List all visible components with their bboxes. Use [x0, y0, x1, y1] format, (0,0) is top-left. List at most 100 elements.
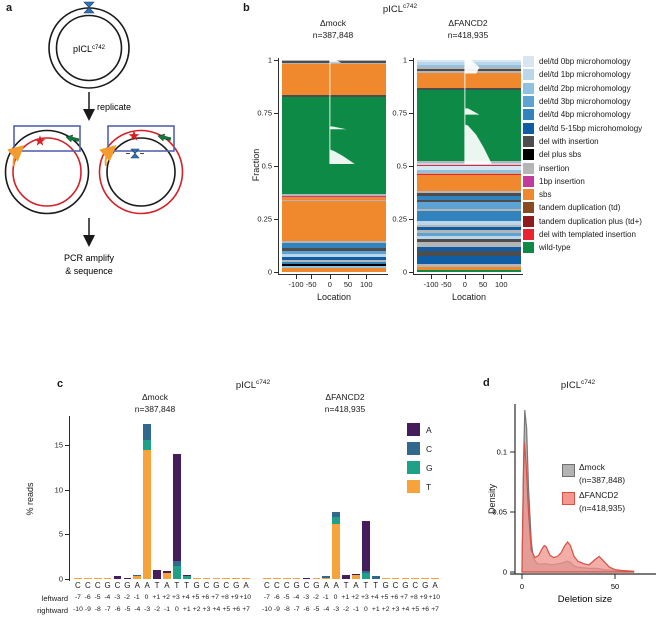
bar-column: [162, 418, 172, 579]
legend-label-fancd2: ΔFANCD2 (n=418,935): [579, 490, 626, 513]
rightward-position: -8: [94, 606, 101, 613]
rightward-position: 0: [174, 606, 179, 613]
panel-a-label: a: [6, 2, 13, 14]
bar-segment-T: [381, 578, 390, 579]
legend-label: G: [426, 462, 433, 473]
ins1bp-legend-swatch: [523, 175, 534, 187]
ytick-label: 0.75: [392, 108, 407, 118]
outcome-segment-wt: [417, 89, 521, 161]
outcome-segment-ins: [282, 199, 386, 202]
outcome-segment-ins: [282, 62, 386, 65]
outcome-segment-sbs: [417, 266, 521, 270]
bar-segment-C: [143, 424, 152, 441]
rightward-position: +6: [421, 606, 430, 613]
legend-label: del/td 0bp microhomology: [539, 57, 631, 67]
bar-column: [351, 418, 361, 579]
x-axis-tick: [366, 275, 368, 279]
leftward-position: -2: [123, 594, 130, 601]
rightward-position: -2: [154, 606, 161, 613]
ytick-label: 0.05: [492, 508, 507, 517]
leftward-position: 0: [144, 594, 149, 601]
rightward-position: +4: [401, 606, 410, 613]
plasmid-diagram: pICLc742 replicate PCR amplify & sequenc…: [4, 1, 184, 276]
sequence-letter: A: [134, 581, 140, 590]
rightward-position: -8: [283, 606, 290, 613]
xtick-label: -100: [288, 280, 304, 289]
outcome-segment-ins: [417, 264, 521, 267]
bar-column: [400, 418, 410, 579]
leftward-position: -2: [312, 594, 319, 601]
bar-segment-T: [192, 578, 201, 579]
bar-column: [430, 418, 440, 579]
legend-item-C: C: [407, 439, 433, 458]
leftward-position: -3: [303, 594, 310, 601]
bar-segment-T: [431, 578, 439, 579]
bar-segment-A: [302, 577, 311, 579]
outcome-segment-ins: [282, 194, 386, 197]
outcome-segment-ins: [417, 230, 521, 234]
td-legend-swatch: [523, 202, 534, 214]
panel-c-label: c: [57, 378, 64, 390]
leftward-positions-row: -7 -6 -5 -4 -3 -2 -1 0 +1 +2 +3 +4 +5 +6 +7 +8 +9 +10: [73, 594, 251, 601]
legend-item: tandem duplication plus (td+): [523, 215, 642, 228]
y-axis-tick: [409, 113, 413, 114]
del_ins-legend-swatch: [523, 135, 534, 147]
outcome-segment-wt: [282, 96, 386, 195]
leftward-position: +8: [409, 594, 418, 601]
panel-b-label: b: [243, 2, 250, 14]
outcome-segment-mh4: [417, 196, 521, 200]
bar-segment-T: [263, 578, 271, 579]
parent-plasmid-inner-strand: [55, 14, 123, 82]
sequence-letter: C: [84, 581, 91, 590]
y-axis-tick: [409, 219, 413, 220]
bar-column: [221, 418, 231, 579]
G-legend-swatch: [407, 461, 420, 474]
outcome-segment-mh3: [417, 233, 521, 237]
outcome-segment-del_ins: [417, 251, 521, 256]
y-axis-tick: [274, 272, 278, 273]
bar-segment-T: [202, 577, 211, 579]
leftward-position: -7: [263, 594, 270, 601]
bar-column: [211, 418, 221, 579]
outcome-segment-del_ins: [417, 239, 521, 243]
xtick-label: -100: [423, 280, 439, 289]
legend-label: T: [426, 481, 432, 492]
bar-column: [311, 418, 321, 579]
sequence-letter: C: [264, 581, 270, 590]
sequence-letter: C: [392, 581, 399, 590]
panel-c-subtitle-fancd2: ΔFANCD2 n=418,935: [324, 392, 366, 414]
ytick-label: 0.5: [396, 161, 407, 171]
bar-column: [142, 418, 152, 579]
leftward-position: -4: [293, 594, 300, 601]
legend-item: tandem duplication (td): [523, 201, 642, 214]
legend-item-A: A: [407, 420, 433, 439]
xtick-label: 100: [494, 280, 508, 289]
leftward-position: +9: [419, 594, 428, 601]
outcome-segment-ins: [417, 242, 521, 247]
ytick-label: 1: [402, 55, 407, 65]
outcome-segment-sbs: [282, 201, 386, 241]
bar-segment-T: [242, 578, 250, 579]
bar-column: [272, 418, 282, 579]
daughter1-nascent-strand: [12, 137, 82, 207]
del_sbs-legend-swatch: [523, 149, 534, 161]
x-axis-title: Location: [451, 292, 487, 302]
xtick-label: -50: [305, 280, 317, 289]
rightward-positions-row: -10 -9 -8 -7 -6 -5 -4 -3 -2 -1 0 +1 +2 +3 +4 +5 +6 +7: [73, 606, 251, 613]
leftward-position: +2: [162, 594, 170, 601]
x-axis-tick: [311, 275, 313, 279]
bar-segment-T: [282, 578, 291, 579]
legend-item: 1bp insertion: [523, 175, 642, 188]
daughter1-sequenced-region-box: [13, 125, 81, 152]
panel-b-title: pICLc742: [382, 3, 418, 16]
x-axis-title: Deletion size: [558, 594, 612, 605]
leftward-position: +6: [201, 594, 210, 601]
bar-column: [152, 418, 162, 579]
outcome-segment-mh4: [282, 243, 386, 249]
rightward-positions-row: -10 -9 -8 -7 -6 -5 -4 -3 -2 -1 0 +1 +2 +3 +4 +5 +6 +7: [262, 606, 440, 613]
x-axis-tick: [329, 275, 331, 279]
leftward-position: +4: [370, 594, 379, 601]
bar-segment-A: [123, 578, 132, 579]
